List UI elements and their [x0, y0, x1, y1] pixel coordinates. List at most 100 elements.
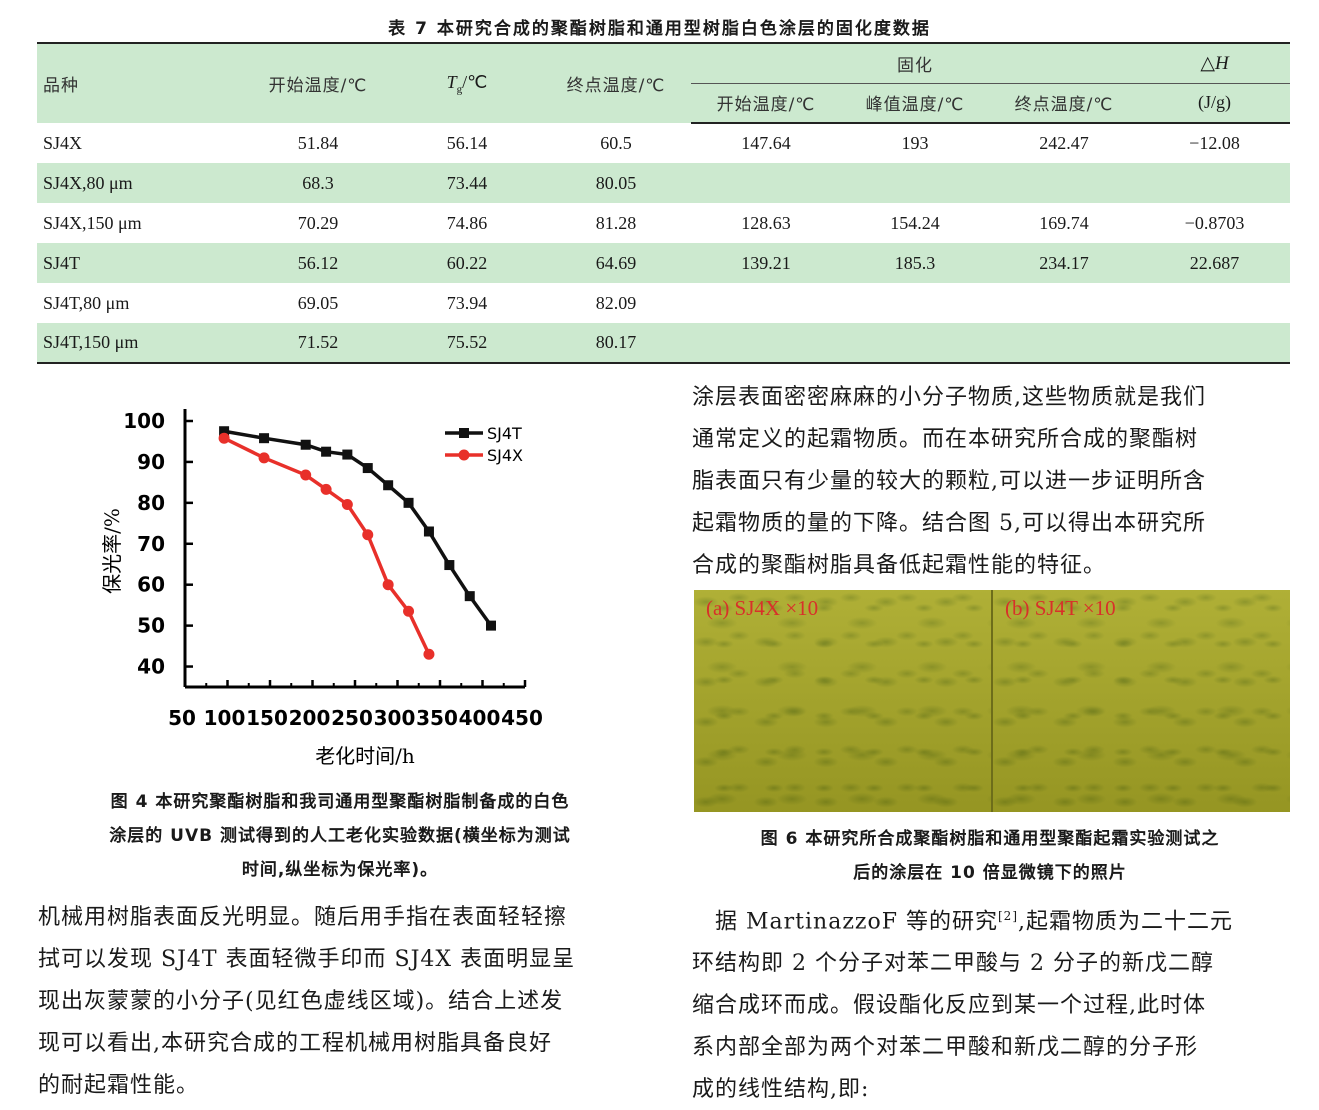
- data-point-sj4x: [423, 648, 435, 660]
- table-cell-dh: [1139, 283, 1290, 323]
- table-cell-start: 51.84: [297, 132, 339, 153]
- x-tick-label: 400: [459, 706, 501, 730]
- table-cell-dh: [1139, 163, 1290, 203]
- legend-marker-sj4t: [459, 428, 469, 438]
- data-point-sj4t: [423, 526, 434, 537]
- microscope-photos: (a) SJ4X ×10 (b) SJ4T ×10: [694, 590, 1290, 812]
- table-cell-tg: 75.52: [393, 323, 541, 364]
- y-tick-label: 90: [137, 450, 165, 474]
- table-cell-start: 71.52: [243, 323, 393, 364]
- table-cell-dh: −12.08: [1189, 133, 1240, 153]
- photo-sj4t: (b) SJ4T ×10: [991, 590, 1290, 812]
- table-caption: 表 7 本研究合成的聚酯树脂和通用型树脂白色涂层的固化度数据: [388, 19, 931, 39]
- table-cell-c-end: 234.17: [1039, 252, 1089, 273]
- data-point-sj4t: [259, 433, 270, 444]
- header-delta-h-unit: (J/g): [1139, 83, 1290, 124]
- table-cell-name: SJ4T,150 μm: [37, 323, 243, 364]
- table-cell-start: 56.12: [297, 252, 339, 273]
- table-cell-start: 68.3: [302, 172, 334, 193]
- table-cell-end: 64.69: [595, 252, 637, 273]
- header-variety: 品种: [37, 42, 243, 123]
- header-cure-group: 固化: [691, 42, 1139, 84]
- data-point-sj4t: [342, 449, 353, 460]
- table-cell-tg: 56.14: [446, 132, 488, 153]
- table-cell-end: 81.28: [595, 212, 637, 233]
- legend-marker-sj4x: [458, 449, 470, 461]
- legend-label-sj4x: SJ4X: [487, 446, 523, 465]
- data-point-sj4t: [383, 480, 394, 491]
- y-tick-label: 50: [137, 614, 165, 638]
- table-cell-c-peak: 193: [901, 133, 929, 153]
- x-tick-label: 250: [331, 706, 373, 730]
- data-point-sj4x: [300, 469, 312, 481]
- table-row: SJ4X,80 μm 68.3 73.44 80.05: [37, 163, 1290, 203]
- table-cell-end: 80.05: [595, 172, 637, 193]
- table-cell-c-peak: [841, 323, 989, 364]
- header-end-temp: 终点温度/℃: [541, 42, 691, 123]
- data-point-sj4t: [321, 446, 332, 457]
- header-start-temp: 开始温度/℃: [243, 42, 393, 123]
- table-row: SJ4T,150 μm 71.52 75.52 80.17: [37, 323, 1290, 364]
- table-cell-c-end: [989, 283, 1139, 323]
- y-tick-label: 100: [123, 409, 165, 433]
- legend-label-sj4t: SJ4T: [487, 424, 522, 443]
- header-cure-start: 开始温度/℃: [691, 83, 841, 124]
- x-tick-label: 300: [374, 706, 416, 730]
- y-tick-label: 70: [137, 532, 165, 556]
- table-cell-start: 70.29: [297, 212, 339, 233]
- table-cell-dh: 22.687: [1189, 252, 1240, 273]
- y-axis-label: 保光率/%: [100, 508, 124, 594]
- data-point-sj4t: [219, 426, 230, 437]
- y-tick-label: 80: [137, 491, 165, 515]
- table-cell-c-start: [691, 323, 841, 364]
- data-point-sj4t: [300, 439, 311, 450]
- table-cell-name: SJ4X,80 μm: [43, 172, 133, 193]
- curing-data-table: 品种 开始温度/℃ Tg/℃ 终点温度/℃ 固化 △H 开始温度/℃ 峰值温度/…: [37, 42, 1290, 364]
- data-point-sj4x: [362, 529, 374, 541]
- table-cell-name: SJ4T: [43, 252, 81, 273]
- table-cell-tg: 73.44: [446, 172, 488, 193]
- table-cell-end: 82.09: [595, 292, 637, 313]
- table-row: SJ4T,80 μm 69.05 73.94 82.09: [37, 283, 1290, 323]
- table-cell-end: 60.5: [600, 132, 632, 153]
- table-cell-tg: 73.94: [446, 292, 488, 313]
- table-cell-c-end: [989, 163, 1139, 203]
- table-cell-dh: −0.8703: [1184, 212, 1245, 233]
- table-cell-c-peak: [841, 283, 989, 323]
- table-cell-c-peak: 154.24: [890, 212, 940, 233]
- table-cell-c-start: 147.64: [741, 133, 791, 153]
- table-cell-start: 69.05: [297, 292, 339, 313]
- x-tick-label: 150: [246, 706, 288, 730]
- right-body-text-bottom: 据 MartinazzoF 等的研究[2],起霜物质为二十二元 环结构即 2 个…: [692, 909, 1233, 1103]
- y-tick-label: 40: [137, 655, 165, 679]
- table-cell-dh: [1139, 323, 1290, 364]
- figure-6-caption: 图 6 本研究所合成聚酯树脂和通用型聚酯起霜实验测试之 后的涂层在 10 倍显微…: [760, 829, 1220, 883]
- table-cell-c-peak: 185.3: [894, 252, 936, 273]
- x-tick-label: 350: [416, 706, 458, 730]
- x-tick-label: 100: [204, 706, 246, 730]
- header-cure-peak: 峰值温度/℃: [841, 83, 989, 124]
- header-delta-h: △H: [1139, 42, 1290, 84]
- table-cell-c-end: 169.74: [1039, 212, 1089, 233]
- table-cell-name: SJ4X,150 μm: [43, 212, 142, 233]
- table-cell-end: 80.17: [541, 323, 691, 364]
- x-tick-label: 200: [289, 706, 331, 730]
- table-cell-name: SJ4T,80 μm: [43, 292, 130, 313]
- figure-4-caption: 图 4 本研究聚酯树脂和我司通用型聚酯树脂制备成的白色 涂层的 UVB 测试得到…: [109, 792, 571, 880]
- data-point-sj4x: [403, 605, 415, 617]
- x-tick-label: 50: [168, 706, 196, 730]
- data-point-sj4x: [218, 432, 230, 444]
- data-point-sj4t: [464, 591, 475, 602]
- data-point-sj4t: [444, 560, 455, 571]
- header-tg: Tg/℃: [393, 42, 541, 123]
- series-line-sj4x: [223, 436, 431, 656]
- x-tick-label: 450: [501, 706, 543, 730]
- y-tick-label: 60: [137, 573, 165, 597]
- table-cell-name: SJ4X: [43, 132, 83, 153]
- x-axis-label: 老化时间/h: [315, 744, 415, 768]
- table-cell-tg: 60.22: [446, 252, 488, 273]
- right-body-text-top: 涂层表面密密麻麻的小分子物质,这些物质就是我们 通常定义的起霜物质。而在本研究所…: [692, 385, 1206, 578]
- table-cell-c-start: 128.63: [741, 212, 791, 233]
- series-line-sj4t: [223, 429, 493, 627]
- data-point-sj4x: [258, 452, 270, 464]
